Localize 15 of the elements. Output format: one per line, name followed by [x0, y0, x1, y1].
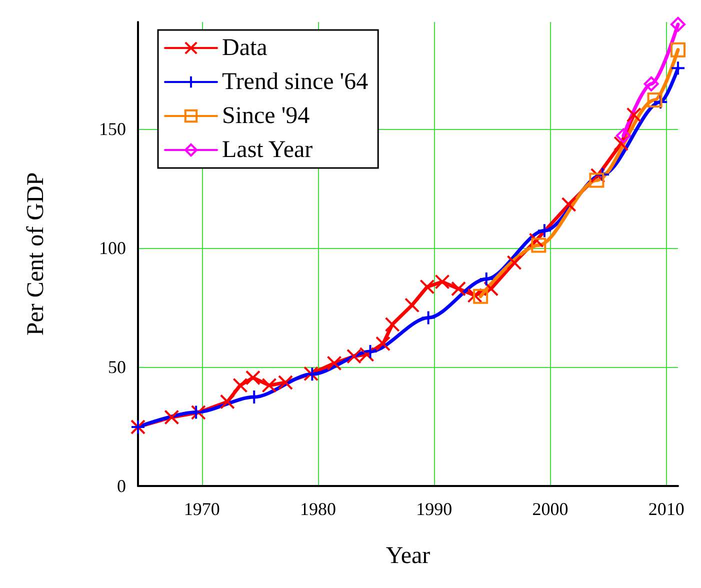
x-tick-label: 1990	[416, 499, 452, 519]
x-tick-label: 1970	[184, 499, 220, 519]
y-axis-title: Per Cent of GDP	[23, 172, 49, 336]
legend-label: Since '94	[222, 103, 310, 129]
x-tick-label: 2010	[648, 499, 684, 519]
y-tick-label: 50	[108, 357, 126, 378]
x-tick-label: 2000	[532, 499, 568, 519]
legend-label: Trend since '64	[222, 69, 368, 95]
y-tick-label: 150	[99, 119, 126, 140]
y-tick-label: 100	[99, 238, 126, 258]
x-tick-label: 1980	[300, 499, 336, 519]
x-axis-title: Year	[386, 543, 430, 569]
legend-label: Last Year	[222, 137, 313, 163]
y-tick-label: 0	[117, 476, 126, 496]
legend-label: Data	[222, 35, 268, 61]
